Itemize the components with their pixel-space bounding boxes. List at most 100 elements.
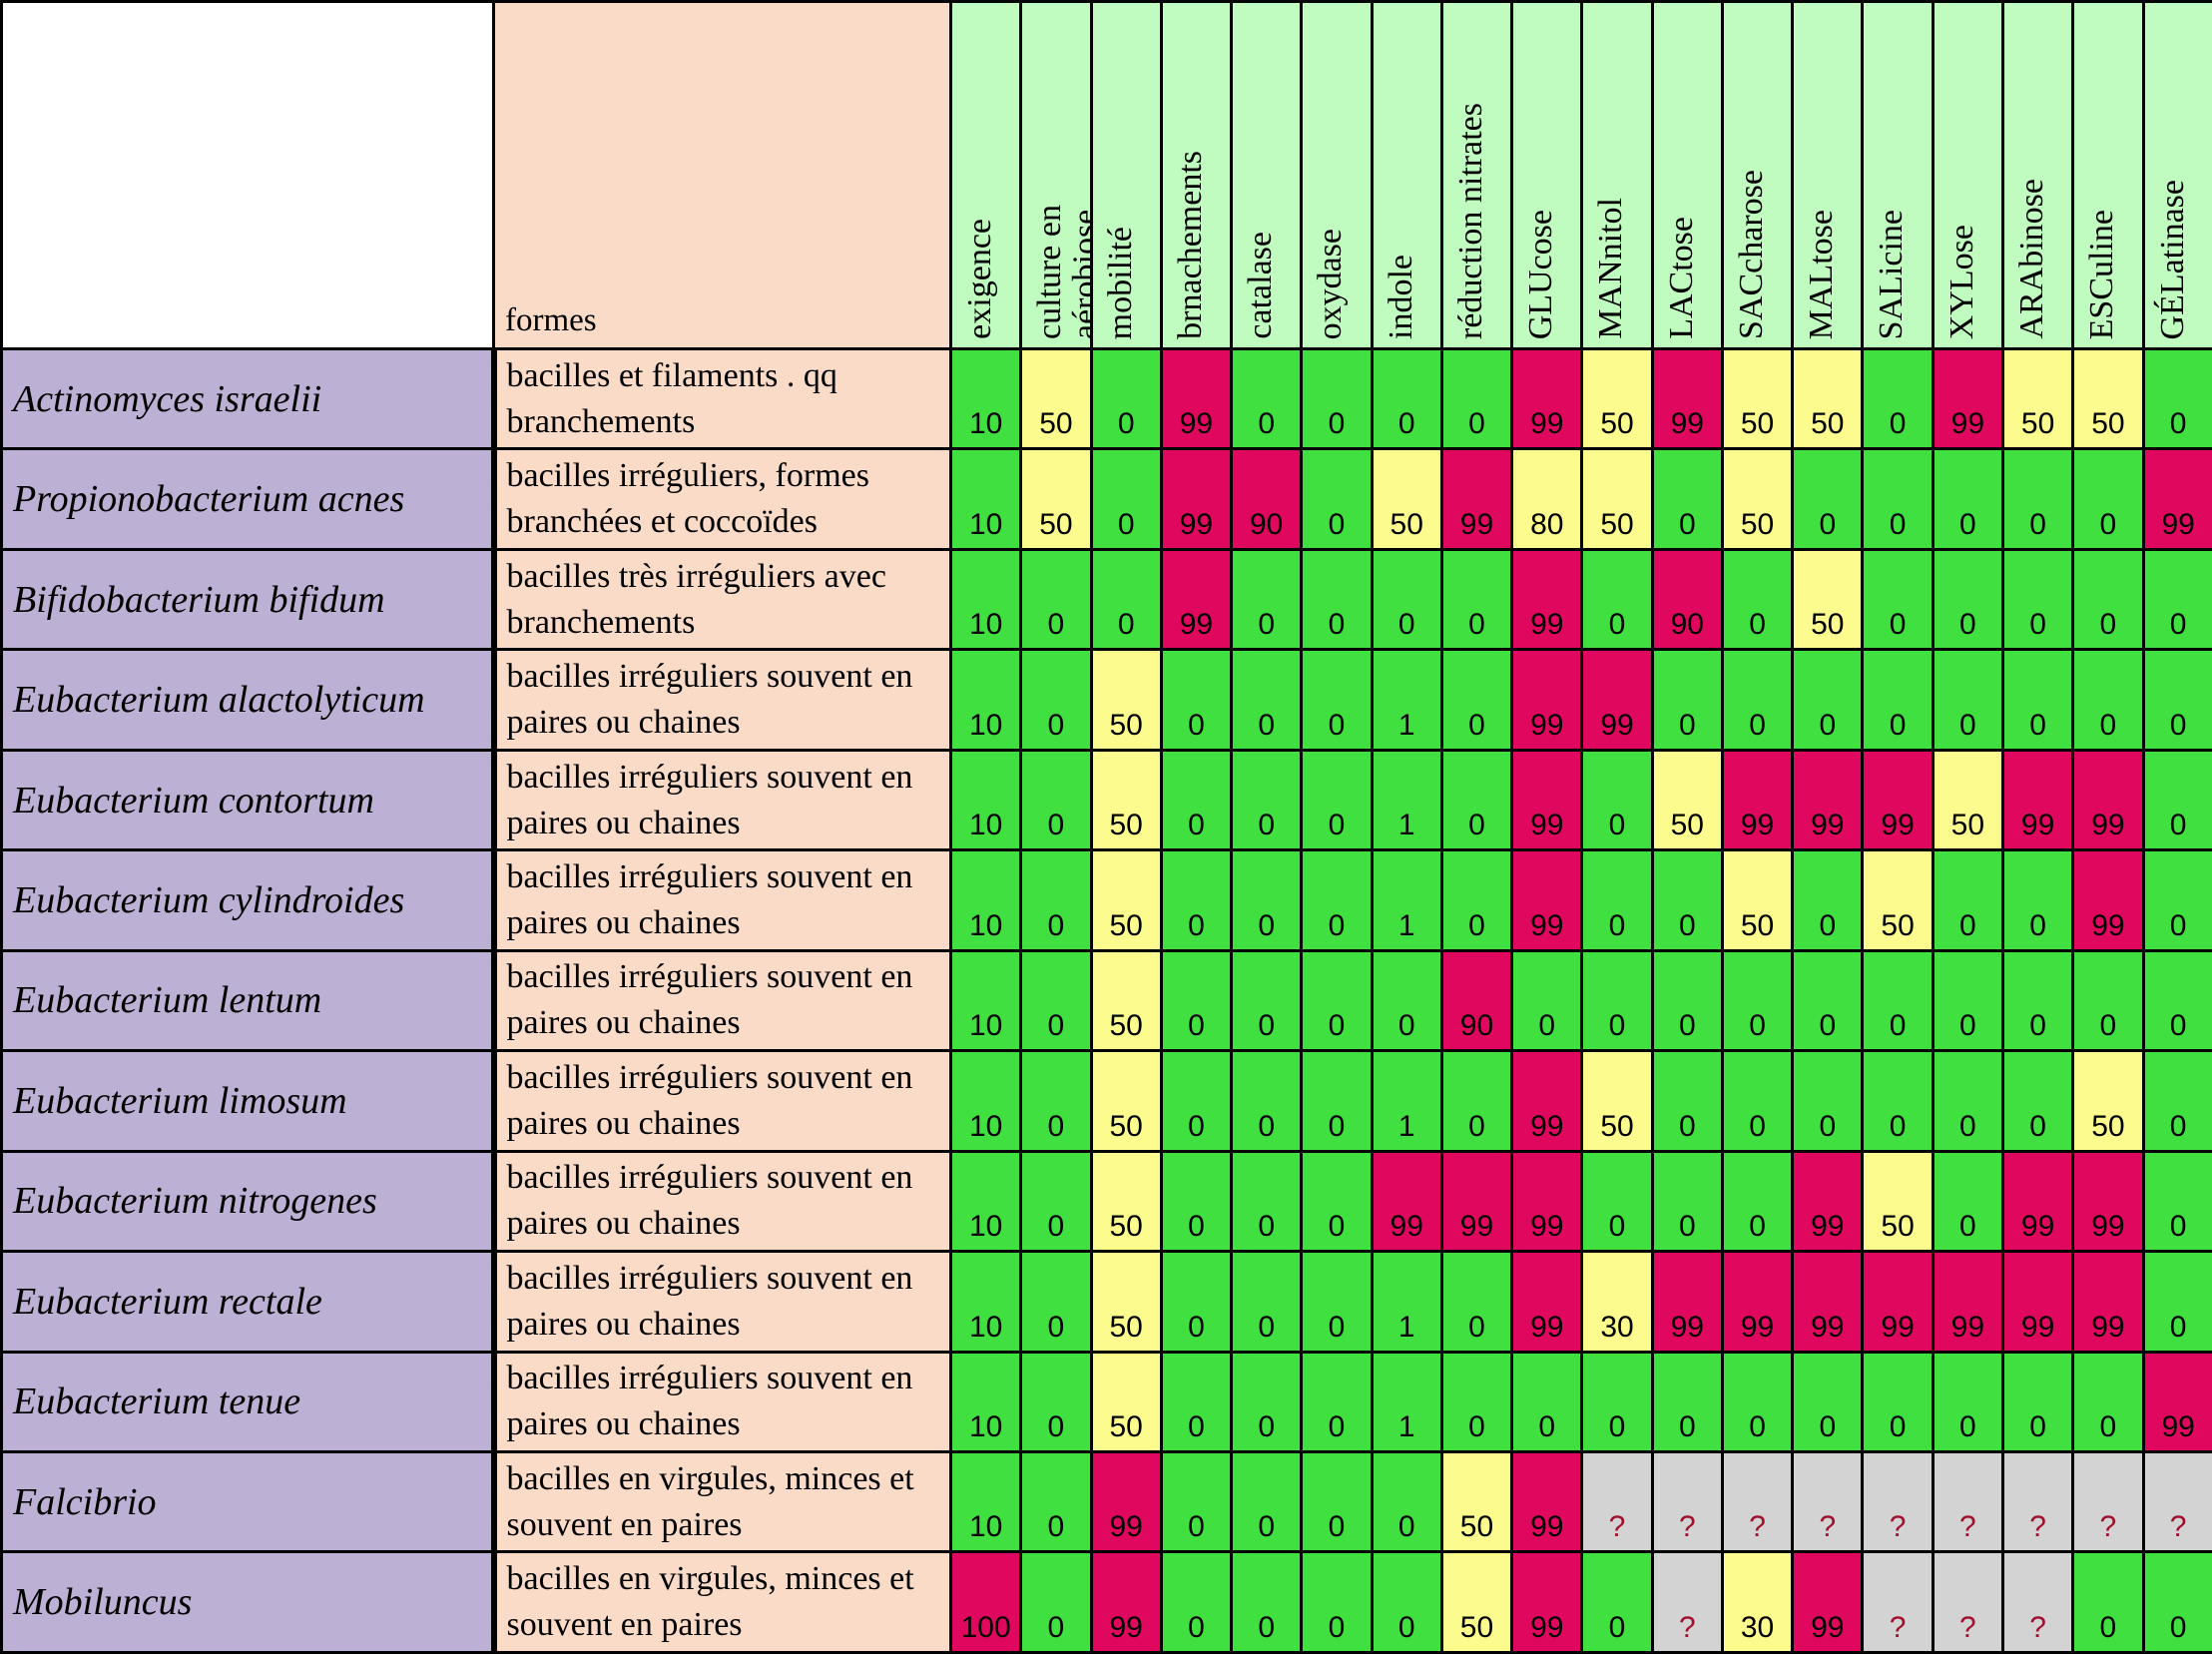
result-cell: 0 — [2143, 1051, 2212, 1151]
species-name: Eubacterium lentum — [2, 950, 494, 1050]
result-cell: 0 — [1021, 1352, 1091, 1451]
result-cell: 50 — [1091, 950, 1161, 1050]
test-header-label: XYLose — [1944, 225, 1980, 339]
result-cell: 0 — [1372, 950, 1441, 1050]
result-cell: 0 — [1091, 349, 1161, 449]
result-cell: 10 — [951, 750, 1021, 849]
result-cell: 0 — [2073, 650, 2143, 750]
test-header-label: brnachements — [1173, 151, 1209, 339]
result-cell: 99 — [1372, 1151, 1441, 1251]
result-cell: 99 — [1512, 650, 1582, 750]
result-cell: 0 — [1652, 1051, 1722, 1151]
result-cell: 0 — [1933, 1352, 2002, 1451]
result-cell: 10 — [951, 1352, 1021, 1451]
result-cell: 0 — [1933, 449, 2002, 549]
test-header-label: mobilité — [1103, 227, 1139, 339]
result-cell: 0 — [2073, 1352, 2143, 1451]
result-cell: ? — [2002, 1552, 2072, 1652]
result-cell: 0 — [2002, 549, 2072, 649]
result-cell: 0 — [1582, 750, 1652, 849]
result-cell: 0 — [1021, 1151, 1091, 1251]
test-header: ARAbinose — [2002, 2, 2072, 349]
result-cell: 0 — [1441, 650, 1511, 750]
result-cell: 0 — [1161, 750, 1231, 849]
result-cell: 1 — [1372, 1051, 1441, 1151]
result-cell: 0 — [1021, 549, 1091, 649]
forme-description: bacilles irréguliers, formes branchées e… — [494, 449, 951, 549]
result-cell: 10 — [951, 349, 1021, 449]
result-cell: 0 — [1863, 549, 1933, 649]
result-cell: 0 — [1933, 549, 2002, 649]
result-cell: 0 — [1302, 1151, 1372, 1251]
result-cell: 0 — [1863, 650, 1933, 750]
result-cell: 0 — [1722, 650, 1792, 750]
forme-description: bacilles et filaments . qq branchements — [494, 349, 951, 449]
result-cell: 1 — [1372, 1252, 1441, 1352]
result-cell: 0 — [1021, 1451, 1091, 1551]
result-cell: 50 — [1722, 850, 1792, 950]
result-cell: 0 — [2143, 1552, 2212, 1652]
result-cell: 0 — [1441, 1051, 1511, 1151]
result-cell: 50 — [1793, 349, 1863, 449]
result-cell: 50 — [1863, 850, 1933, 950]
test-header: mobilité — [1091, 2, 1161, 349]
result-cell: 50 — [1582, 349, 1652, 449]
result-cell: 0 — [1933, 850, 2002, 950]
result-cell: 0 — [1232, 1151, 1302, 1251]
result-cell: 0 — [1722, 1352, 1792, 1451]
result-cell: 99 — [1441, 449, 1511, 549]
result-cell: 50 — [1091, 1151, 1161, 1251]
result-cell: 99 — [1793, 1252, 1863, 1352]
result-cell: 0 — [1232, 1252, 1302, 1352]
result-cell: 0 — [1302, 850, 1372, 950]
result-cell: 99 — [1512, 1252, 1582, 1352]
result-cell: 0 — [2143, 950, 2212, 1050]
result-cell: 99 — [2002, 1252, 2072, 1352]
result-cell: 50 — [1372, 449, 1441, 549]
result-cell: 99 — [1091, 1552, 1161, 1652]
result-cell: 0 — [1793, 850, 1863, 950]
result-cell: 100 — [951, 1552, 1021, 1652]
result-cell: 50 — [1091, 1352, 1161, 1451]
result-cell: 0 — [1512, 950, 1582, 1050]
result-cell: 99 — [1161, 549, 1231, 649]
test-header: oxydase — [1302, 2, 1372, 349]
test-header: réduction nitrates — [1441, 2, 1511, 349]
result-cell: 0 — [1582, 1151, 1652, 1251]
forme-description: bacilles irréguliers souvent en paires o… — [494, 1051, 951, 1151]
result-cell: 0 — [1372, 549, 1441, 649]
result-cell: 99 — [1512, 549, 1582, 649]
result-cell: 10 — [951, 850, 1021, 950]
result-cell: ? — [2002, 1451, 2072, 1551]
test-header: exigence — [951, 2, 1021, 349]
result-cell: 0 — [1021, 1552, 1091, 1652]
result-cell: 0 — [1441, 1352, 1511, 1451]
result-cell: 0 — [1722, 1051, 1792, 1151]
result-cell: 0 — [1652, 950, 1722, 1050]
result-cell: 0 — [1863, 349, 1933, 449]
result-cell: 99 — [2002, 750, 2072, 849]
result-cell: 99 — [1512, 1451, 1582, 1551]
result-cell: 99 — [1863, 1252, 1933, 1352]
result-cell: 0 — [1933, 1151, 2002, 1251]
result-cell: ? — [1863, 1451, 1933, 1551]
result-cell: 10 — [951, 1051, 1021, 1151]
result-cell: 0 — [1021, 650, 1091, 750]
result-cell: 0 — [1582, 1352, 1652, 1451]
test-header-label: MANnitol — [1593, 198, 1629, 339]
result-cell: 0 — [1793, 1051, 1863, 1151]
result-cell: 0 — [1372, 1451, 1441, 1551]
result-cell: 50 — [1722, 449, 1792, 549]
result-cell: 0 — [2073, 449, 2143, 549]
result-cell: 0 — [1302, 1051, 1372, 1151]
result-cell: 10 — [951, 950, 1021, 1050]
result-cell: 0 — [1441, 349, 1511, 449]
result-cell: 90 — [1232, 449, 1302, 549]
result-cell: 0 — [2143, 549, 2212, 649]
